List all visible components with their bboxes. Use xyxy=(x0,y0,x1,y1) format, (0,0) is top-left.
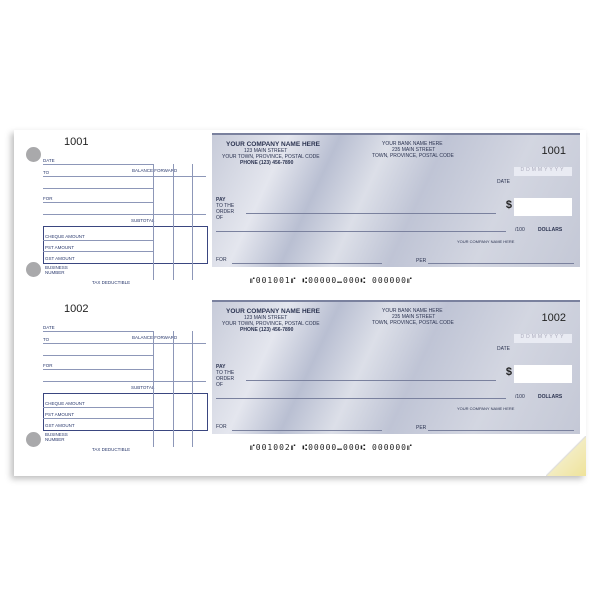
amount-words-line[interactable] xyxy=(216,398,506,399)
date-label: DATE xyxy=(497,179,510,185)
stub-business-number-label: BUSINESS NUMBER xyxy=(45,432,68,442)
stub-balance-label: BALANCE FORWARD xyxy=(132,168,178,173)
company-city: YOUR TOWN, PROVINCE, POSTAL CODE xyxy=(222,154,320,160)
payee-line[interactable] xyxy=(246,380,496,381)
payee-line[interactable] xyxy=(246,213,496,214)
stub-tax-deductible-checkbox[interactable]: TAX DEDUCTIBLE xyxy=(92,280,131,285)
cheque: YOUR COMPANY NAME HERE 123 MAIN STREET Y… xyxy=(212,300,580,434)
signature-line[interactable] xyxy=(428,430,574,431)
dollars-label: DOLLARS xyxy=(538,227,563,233)
memo-line[interactable] xyxy=(232,263,382,264)
date-field[interactable]: DDMMYYYY xyxy=(514,334,572,343)
company-city: YOUR TOWN, PROVINCE, POSTAL CODE xyxy=(222,321,320,327)
signature-company: YOUR COMPANY NAME HERE xyxy=(457,239,515,244)
bank-name: YOUR BANK NAME HERE xyxy=(382,141,443,147)
stub-pst-label: PST AMOUNT xyxy=(45,412,75,417)
cheque-stub: 1001 DATE TO BALANCE FORWARD FOR SUBTOTA… xyxy=(14,130,210,300)
per-label: PER xyxy=(416,425,427,431)
date-field[interactable]: DDMMYYYY xyxy=(514,167,572,176)
company-street: 123 MAIN STREET xyxy=(244,148,288,154)
cheque-number: 1001 xyxy=(541,145,566,157)
amount-field[interactable] xyxy=(514,365,572,383)
bank-street: 235 MAIN STREET xyxy=(392,314,436,320)
stub-gst-label: GST AMOUNT xyxy=(45,423,75,428)
stub-date-label: DATE xyxy=(43,158,55,163)
stub-to-label: TO xyxy=(43,337,50,342)
bank-city: TOWN, PROVINCE, POSTAL CODE xyxy=(372,320,454,326)
micr-line: ⑈001002⑈ ⑆00000⑉000⑆ 000000⑈ xyxy=(250,443,413,452)
dollar-sign: $ xyxy=(505,366,512,378)
cheque-number: 1002 xyxy=(541,312,566,324)
amount-field[interactable] xyxy=(514,198,572,216)
bank-city: TOWN, PROVINCE, POSTAL CODE xyxy=(372,153,454,159)
signature-line[interactable] xyxy=(428,263,574,264)
date-label: DATE xyxy=(497,346,510,352)
bank-street: 235 MAIN STREET xyxy=(392,147,436,153)
pay-label: PAY xyxy=(216,197,226,203)
binder-hole xyxy=(26,147,41,162)
binder-hole xyxy=(26,262,41,277)
company-name: YOUR COMPANY NAME HERE xyxy=(226,141,321,148)
stub-to-label: TO xyxy=(43,170,50,175)
amount-box xyxy=(43,226,208,264)
page-curl-carbon-copy xyxy=(546,436,586,476)
per-label: PER xyxy=(416,258,427,264)
stub-business-number-label: BUSINESS NUMBER xyxy=(45,265,68,275)
stub-balance-label: BALANCE FORWARD xyxy=(132,335,178,340)
cheque-block: 1002 DATE TO BALANCE FORWARD FOR SUBTOTA… xyxy=(14,297,586,467)
stub-gst-label: GST AMOUNT xyxy=(45,256,75,261)
memo-label: FOR xyxy=(216,424,227,430)
stub-cheque-amount-label: CHEQUE AMOUNT xyxy=(45,401,85,406)
binder-hole xyxy=(26,432,41,447)
stub-for-label: FOR xyxy=(43,363,53,368)
cheque-block: 1001 DATE TO BALANCE FORWARD FOR SUBTOTA… xyxy=(14,130,586,300)
micr-line: ⑈001001⑈ ⑆00000⑉000⑆ 000000⑈ xyxy=(250,276,413,285)
cents-label: /100 xyxy=(515,227,525,233)
pay-label: PAY xyxy=(216,364,226,370)
memo-label: FOR xyxy=(216,257,227,263)
amount-box xyxy=(43,393,208,431)
company-street: 123 MAIN STREET xyxy=(244,315,288,321)
signature-company: YOUR COMPANY NAME HERE xyxy=(457,406,515,411)
stub-subtotal-label: SUBTOTAL xyxy=(131,218,155,223)
company-name: YOUR COMPANY NAME HERE xyxy=(226,308,321,315)
stub-tax-deductible-checkbox[interactable]: TAX DEDUCTIBLE xyxy=(92,447,131,452)
stub-number: 1001 xyxy=(64,136,89,148)
cheque: YOUR COMPANY NAME HERE 123 MAIN STREET Y… xyxy=(212,133,580,267)
stub-number: 1002 xyxy=(64,303,89,315)
cents-label: /100 xyxy=(515,394,525,400)
stub-date-label: DATE xyxy=(43,325,55,330)
stub-subtotal-label: SUBTOTAL xyxy=(131,385,155,390)
dollars-label: DOLLARS xyxy=(538,394,563,400)
amount-words-line[interactable] xyxy=(216,231,506,232)
memo-line[interactable] xyxy=(232,430,382,431)
payee-label: TO THE ORDER OF xyxy=(216,370,235,388)
bank-name: YOUR BANK NAME HERE xyxy=(382,308,443,314)
stub-pst-label: PST AMOUNT xyxy=(45,245,75,250)
company-phone: PHONE (123) 456-7890 xyxy=(240,160,294,166)
stub-cheque-amount-label: CHEQUE AMOUNT xyxy=(45,234,85,239)
payee-label: TO THE ORDER OF xyxy=(216,203,235,221)
dollar-sign: $ xyxy=(505,199,512,211)
stub-for-label: FOR xyxy=(43,196,53,201)
company-phone: PHONE (123) 456-7890 xyxy=(240,327,294,333)
cheque-stub: 1002 DATE TO BALANCE FORWARD FOR SUBTOTA… xyxy=(14,297,210,467)
